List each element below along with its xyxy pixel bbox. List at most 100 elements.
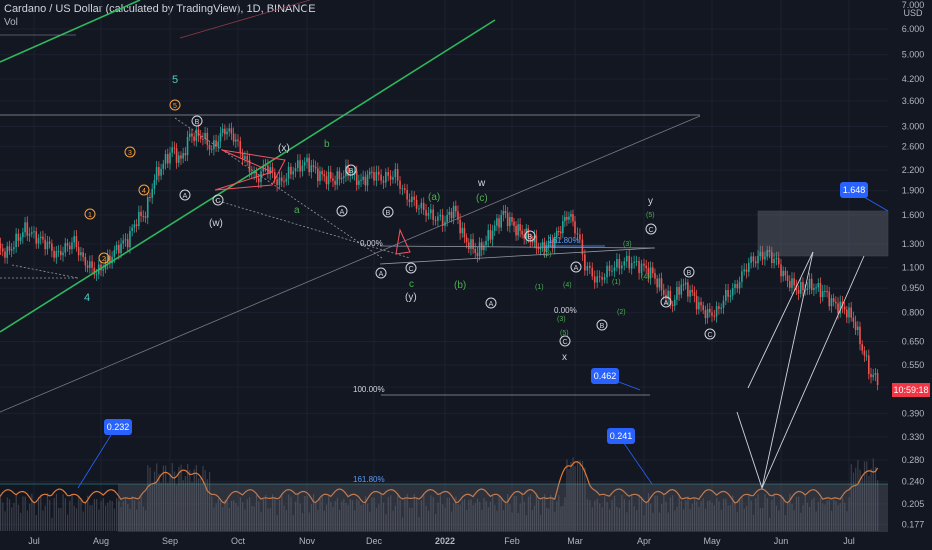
volume-bar: [425, 505, 427, 531]
time-tick: Jul: [843, 536, 855, 546]
candle-body: [44, 239, 46, 250]
volume-bar: [852, 472, 855, 531]
volume-bar: [418, 517, 420, 531]
volume-bar: [82, 511, 84, 531]
candle-body: [828, 291, 831, 307]
volume-bar: [295, 501, 297, 531]
volume-bar: [281, 493, 283, 531]
volume-bar: [4, 511, 6, 531]
volume-bar: [626, 512, 628, 531]
candle-body: [274, 172, 276, 180]
volume-bar: [323, 510, 325, 531]
candle-body: [380, 174, 382, 181]
candle-body: [457, 211, 459, 220]
volume-bar: [494, 504, 496, 531]
volume-bar: [60, 508, 62, 531]
volume-bar: [704, 508, 707, 531]
candle-body: [455, 205, 457, 212]
candle-body: [193, 136, 195, 141]
candle-body: [131, 227, 133, 231]
volume-bar: [118, 501, 120, 531]
wave-orange-2-ring: [98, 252, 110, 264]
volume-bar: [228, 507, 230, 531]
volume-bar: [455, 496, 457, 531]
candle-body: [432, 209, 434, 220]
candle-body: [10, 249, 13, 251]
fib-shaded-zone: [118, 484, 888, 532]
candle-body: [82, 252, 84, 257]
candle-body: [437, 216, 439, 221]
volume-bar: [62, 494, 64, 531]
volume-bar: [546, 507, 548, 531]
candle-body: [557, 230, 560, 232]
wave-green-sub-6: (2): [617, 309, 626, 316]
volume-bar: [793, 510, 795, 531]
volume-bar: [42, 510, 44, 531]
volume-bar: [861, 477, 863, 531]
volume-bar: [219, 500, 222, 531]
candle-body: [73, 236, 75, 243]
volume-bar: [472, 505, 474, 531]
volume-bar: [723, 498, 725, 531]
candle-body: [815, 287, 817, 289]
price-tick: 0.205: [902, 499, 925, 509]
volume-bar: [258, 501, 260, 531]
volume-bar: [91, 505, 93, 531]
candle-body: [133, 224, 136, 228]
volume-bar: [113, 508, 116, 531]
candle-body: [731, 288, 734, 296]
volume-bar: [255, 495, 258, 531]
range-top-line: [379, 245, 656, 249]
volume-bar: [800, 512, 802, 531]
wave-abc-13-text: B: [687, 270, 692, 277]
volume-bar: [142, 506, 144, 531]
candle-body: [323, 174, 326, 177]
volume-bar: [226, 499, 228, 531]
current-price-label: 10:59:18: [893, 385, 928, 395]
volume-bar: [102, 498, 104, 531]
volume-bar: [319, 498, 321, 531]
wave-w: w: [477, 178, 486, 189]
volume-bar: [830, 510, 833, 531]
volume-bar: [67, 514, 69, 531]
volume-bar: [453, 503, 455, 531]
volume-bar: [802, 504, 804, 531]
wave-orange-2: 2: [98, 252, 110, 264]
volume-bar: [665, 501, 667, 531]
candle-body: [509, 217, 511, 227]
volume-bar: [638, 494, 640, 531]
wave-green-c-par: (c): [476, 193, 488, 204]
candle-body: [66, 243, 69, 246]
volume-indicator-label[interactable]: Vol: [4, 17, 18, 28]
volume-bar: [317, 509, 319, 531]
volume-bar: [394, 505, 396, 531]
wave-green-sub-5: (1): [612, 279, 621, 286]
candle-body: [574, 221, 576, 234]
candle-body: [269, 167, 271, 175]
candle-body: [535, 235, 538, 249]
volume-bar: [718, 501, 720, 531]
volume-bar: [29, 503, 31, 531]
volume-bar: [343, 498, 345, 531]
candle-body: [517, 224, 519, 236]
volume-bar: [124, 497, 127, 531]
candle-body: [60, 251, 62, 256]
candle-body: [852, 317, 855, 322]
candle-body: [448, 211, 451, 215]
candle-body: [182, 153, 184, 159]
candle-body: [470, 239, 472, 249]
callout-0241: 0.241: [607, 428, 653, 485]
candle-body: [527, 228, 530, 239]
volume-bar: [672, 495, 674, 531]
wave-abc-5-text: A: [379, 271, 384, 278]
candle-body: [651, 267, 654, 274]
candle-body: [678, 287, 680, 295]
volume-bar: [401, 517, 404, 531]
wave-x-parens: (x): [278, 143, 290, 154]
candle-body: [773, 258, 775, 264]
candle-body: [338, 171, 341, 180]
candle-body: [336, 171, 339, 185]
volume-bar: [53, 498, 55, 531]
